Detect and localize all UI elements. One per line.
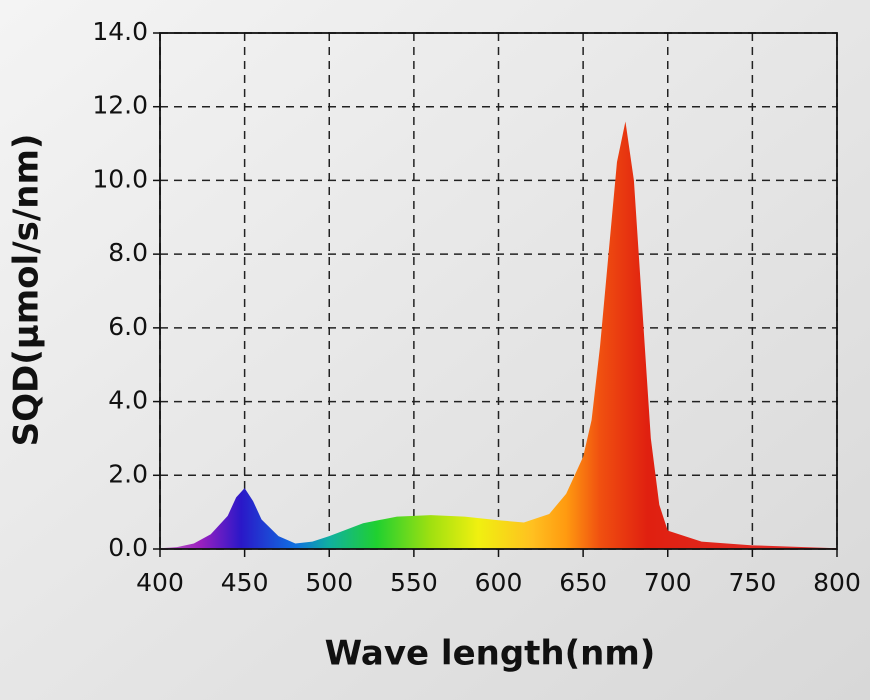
y-tick-label: 2.0 (108, 459, 148, 488)
x-tick-label: 500 (305, 568, 353, 597)
x-tick-label: 450 (221, 568, 269, 597)
y-tick-label: 4.0 (108, 386, 148, 415)
x-tick-label: 400 (136, 568, 184, 597)
y-tick-label: 8.0 (108, 238, 148, 267)
x-tick-label: 800 (813, 568, 861, 597)
y-axis-title: SQD(μmol/s/nm) (7, 134, 47, 447)
x-tick-label: 550 (390, 568, 438, 597)
x-axis-title: Wave length(nm) (325, 634, 656, 674)
y-tick-label: 6.0 (108, 312, 148, 341)
x-tick-label: 600 (475, 568, 523, 597)
y-tick-label: 14.0 (92, 17, 148, 46)
x-tick-label: 700 (644, 568, 692, 597)
x-tick-label: 750 (729, 568, 777, 597)
plot-frame (159, 32, 838, 550)
y-tick-label: 10.0 (92, 164, 148, 193)
y-tick-label: 0.0 (108, 533, 148, 562)
y-tick-label: 12.0 (92, 91, 148, 120)
x-tick-label: 650 (559, 568, 607, 597)
